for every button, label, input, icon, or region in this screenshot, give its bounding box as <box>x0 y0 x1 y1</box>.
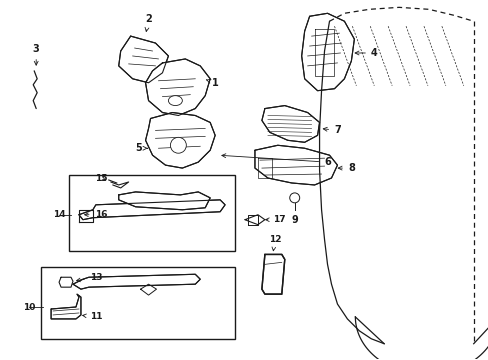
Polygon shape <box>145 59 210 116</box>
Text: 7: 7 <box>323 125 340 135</box>
Text: 12: 12 <box>268 235 281 251</box>
Text: 10: 10 <box>23 302 35 311</box>
Text: 14: 14 <box>53 210 65 219</box>
Polygon shape <box>262 255 284 294</box>
Text: 8: 8 <box>338 163 354 173</box>
Polygon shape <box>254 145 337 185</box>
Polygon shape <box>79 200 224 220</box>
Polygon shape <box>73 274 200 289</box>
Text: 9: 9 <box>291 215 298 225</box>
Text: 6: 6 <box>222 154 330 167</box>
Text: 3: 3 <box>33 44 40 65</box>
Text: 1: 1 <box>206 78 218 88</box>
Bar <box>69 175 235 251</box>
Text: 4: 4 <box>354 48 377 58</box>
Ellipse shape <box>168 96 182 105</box>
Text: 17: 17 <box>265 215 285 224</box>
Bar <box>41 267 235 339</box>
Polygon shape <box>119 36 168 83</box>
Polygon shape <box>145 113 215 168</box>
Text: 13: 13 <box>77 273 102 282</box>
Circle shape <box>289 193 299 203</box>
Polygon shape <box>119 192 210 210</box>
Circle shape <box>170 137 186 153</box>
Text: 16: 16 <box>84 210 107 219</box>
Text: 2: 2 <box>145 14 152 31</box>
Polygon shape <box>262 105 319 142</box>
Text: 11: 11 <box>82 312 102 321</box>
Polygon shape <box>51 294 81 319</box>
Text: 5: 5 <box>135 143 147 153</box>
Text: 15: 15 <box>94 174 107 183</box>
Polygon shape <box>301 13 354 91</box>
